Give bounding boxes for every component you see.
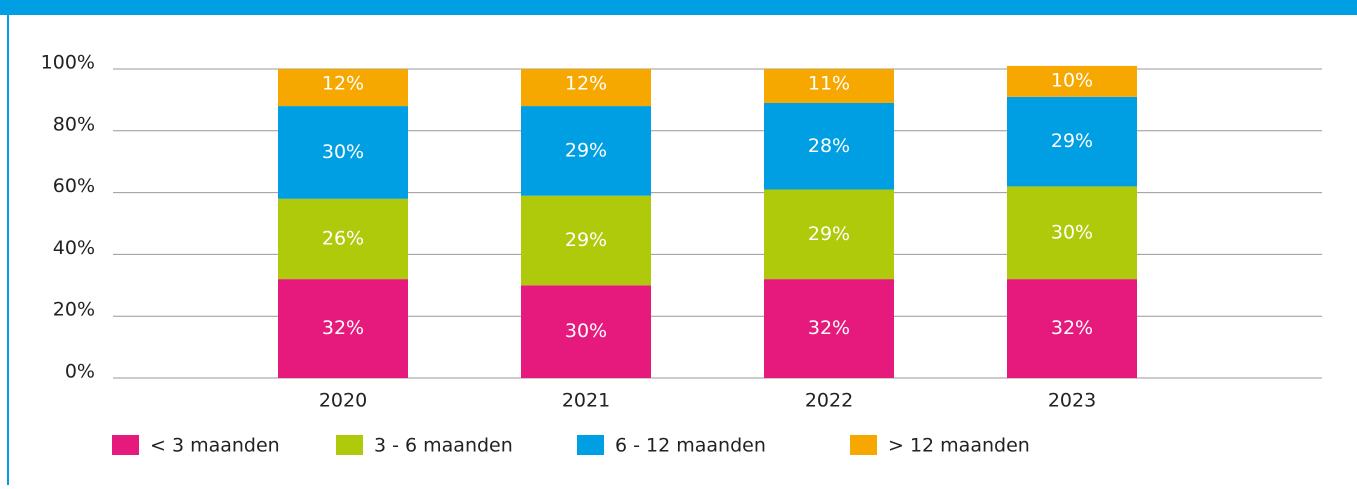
legend-label: 3 - 6 maanden — [374, 435, 513, 457]
value-label: 30% — [565, 320, 607, 342]
bar-segment — [521, 69, 651, 107]
value-label: 29% — [808, 223, 850, 245]
bar-segment — [764, 69, 894, 103]
bar-segment — [1007, 65, 1137, 97]
bar-segment — [1007, 186, 1137, 280]
legend-swatch — [577, 435, 604, 455]
value-label: 29% — [565, 139, 607, 161]
legend-label: 6 - 12 maanden — [615, 435, 766, 457]
y-tick-label: 100% — [41, 52, 95, 74]
value-label: 30% — [322, 141, 364, 163]
x-tick-label: 2021 — [562, 390, 610, 412]
legend-swatch — [850, 435, 877, 455]
value-label: 10% — [1051, 69, 1093, 91]
bar-segment — [278, 198, 408, 280]
bar-segment — [764, 102, 894, 190]
value-label: 32% — [808, 317, 850, 339]
value-label: 29% — [565, 229, 607, 251]
header-bar — [0, 0, 1357, 15]
bar-segment — [1007, 279, 1137, 378]
value-label: 11% — [808, 73, 850, 95]
value-label: 28% — [808, 135, 850, 157]
y-tick-label: 40% — [53, 237, 95, 259]
bar-segment — [1007, 96, 1137, 187]
legend-label: < 3 maanden — [150, 435, 280, 457]
y-tick-label: 60% — [53, 175, 95, 197]
bar-segment — [278, 69, 408, 107]
bar-segment — [764, 189, 894, 280]
y-tick-label: 20% — [53, 299, 95, 321]
bar-segment — [278, 106, 408, 199]
value-label: 30% — [1051, 221, 1093, 243]
value-label: 29% — [1051, 130, 1093, 152]
y-tick-label: 80% — [53, 113, 95, 135]
left-border — [7, 15, 9, 485]
bar-segment — [278, 279, 408, 378]
legend-swatch — [112, 435, 139, 455]
y-tick-label: 0% — [65, 361, 95, 383]
x-tick-label: 2020 — [319, 390, 367, 412]
value-label: 26% — [322, 227, 364, 249]
bar-segment — [521, 106, 651, 196]
x-tick-label: 2022 — [805, 390, 853, 412]
bar-segment — [521, 285, 651, 378]
value-label: 32% — [322, 317, 364, 339]
bar-segment — [521, 195, 651, 286]
legend-swatch — [336, 435, 363, 455]
value-label: 32% — [1051, 317, 1093, 339]
legend-label: > 12 maanden — [888, 435, 1030, 457]
value-label: 12% — [565, 73, 607, 95]
bar-segment — [764, 279, 894, 378]
value-label: 12% — [322, 73, 364, 95]
x-tick-label: 2023 — [1048, 390, 1096, 412]
